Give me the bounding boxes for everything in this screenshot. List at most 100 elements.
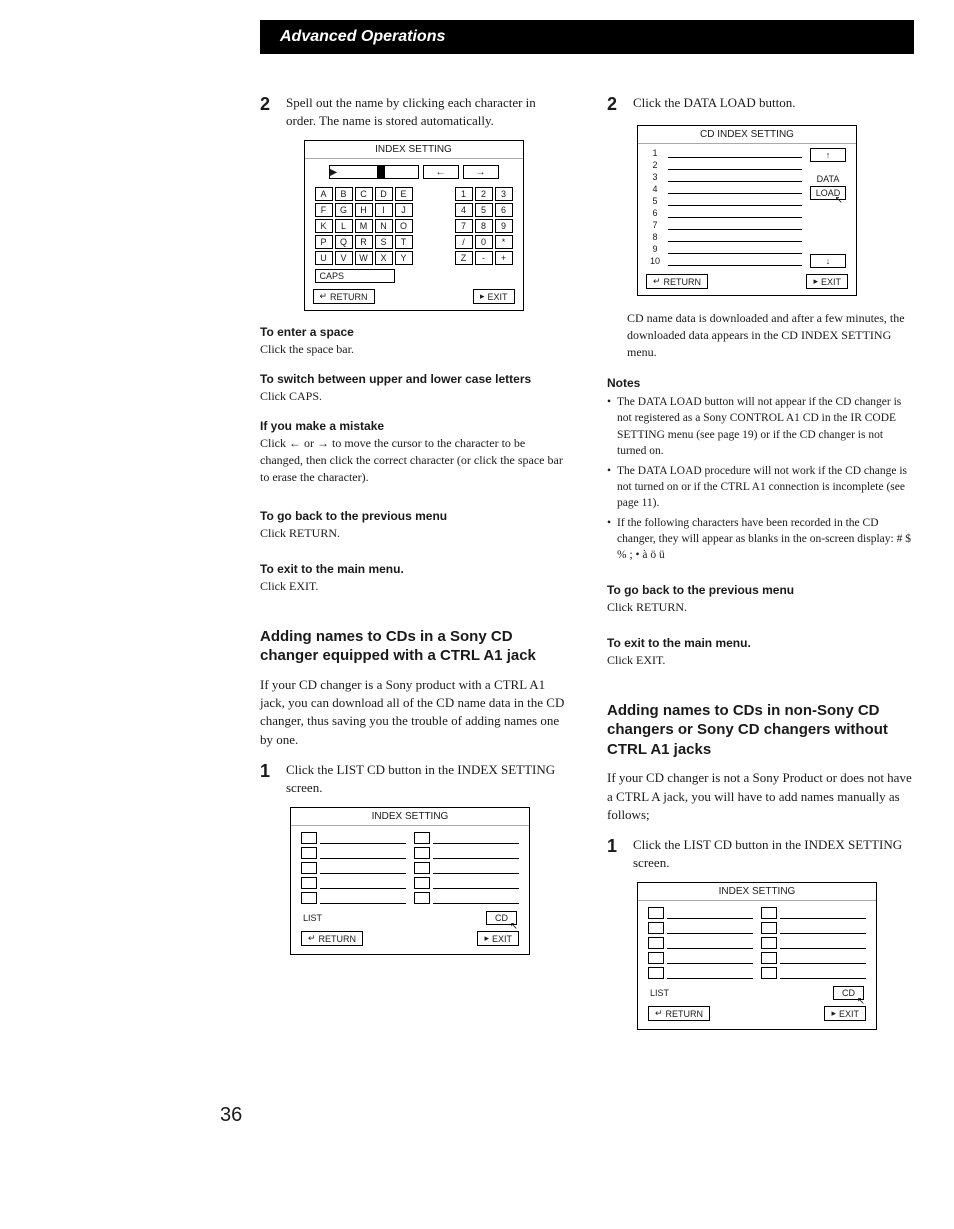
list-label: LIST bbox=[303, 913, 322, 923]
step-number: 1 bbox=[260, 761, 276, 797]
left-column: 2 Spell out the name by clicking each ch… bbox=[260, 94, 567, 1044]
sub-text: Click the space bar. bbox=[260, 341, 567, 358]
cd-index-row: 2 bbox=[646, 160, 802, 170]
key-q: Q bbox=[335, 235, 353, 249]
section-heading-sony-ctrl-a1: Adding names to CDs in a Sony CD changer… bbox=[260, 627, 567, 666]
key-1: 1 bbox=[455, 187, 473, 201]
list-label: LIST bbox=[650, 988, 669, 998]
data-label: DATA bbox=[817, 174, 840, 184]
key-7: 7 bbox=[455, 219, 473, 233]
keyboard-grid: ABCDE123FGHIJ456KLMNO789PQRST/0*UVWXYZ-+ bbox=[305, 185, 523, 267]
cd-index-row: 8 bbox=[646, 232, 802, 242]
diagram-title: INDEX SETTING bbox=[291, 808, 529, 826]
return-button: ↵RETURN bbox=[646, 274, 708, 289]
cd-index-row: 3 bbox=[646, 172, 802, 182]
step-text: Click the LIST CD button in the INDEX SE… bbox=[286, 761, 567, 797]
key-w: W bbox=[355, 251, 373, 265]
key-b: B bbox=[335, 187, 353, 201]
sub-heading: To enter a space bbox=[260, 325, 567, 339]
key-r: R bbox=[355, 235, 373, 249]
cursor-icon: ↖ bbox=[857, 996, 865, 1007]
load-button: LOAD↖ bbox=[810, 186, 846, 200]
cd-index-row: 4 bbox=[646, 184, 802, 194]
key-g: G bbox=[335, 203, 353, 217]
sub-text: Click ← or → to move the cursor to the c… bbox=[260, 435, 567, 485]
return-button: ↵RETURN bbox=[648, 1006, 710, 1021]
right-arrow-button: → bbox=[463, 165, 499, 179]
step-text: Click the LIST CD button in the INDEX SE… bbox=[633, 836, 914, 872]
right-step-2: 2 Click the DATA LOAD button. bbox=[607, 94, 914, 115]
left-arrow-button: ← bbox=[423, 165, 459, 179]
key-h: H bbox=[355, 203, 373, 217]
notes-heading: Notes bbox=[607, 376, 914, 390]
step-number: 1 bbox=[607, 836, 623, 872]
left-step-2: 2 Spell out the name by clicking each ch… bbox=[260, 94, 567, 130]
sub-heading: To exit to the main menu. bbox=[260, 562, 567, 576]
note-item: The DATA LOAD button will not appear if … bbox=[607, 394, 914, 458]
exit-button: ▸EXIT bbox=[824, 1006, 866, 1021]
key-y: Y bbox=[395, 251, 413, 265]
sub-text: Click RETURN. bbox=[260, 525, 567, 542]
key-3: 3 bbox=[495, 187, 513, 201]
key-k: K bbox=[315, 219, 333, 233]
key-9: 9 bbox=[495, 219, 513, 233]
key-t: T bbox=[395, 235, 413, 249]
note-item: If the following characters have been re… bbox=[607, 515, 914, 563]
key-p: P bbox=[315, 235, 333, 249]
sub-heading: To go back to the previous menu bbox=[607, 583, 914, 597]
sub-heading: To go back to the previous menu bbox=[260, 509, 567, 523]
key-+: + bbox=[495, 251, 513, 265]
caps-button: CAPS bbox=[315, 269, 395, 283]
key-c: C bbox=[355, 187, 373, 201]
step-number: 2 bbox=[260, 94, 276, 130]
cd-index-row: 7 bbox=[646, 220, 802, 230]
key-s: S bbox=[375, 235, 393, 249]
diagram-title: INDEX SETTING bbox=[638, 883, 876, 901]
step-text: Click the DATA LOAD button. bbox=[633, 94, 796, 115]
index-setting-keyboard-diagram: INDEX SETTING ▶ ← → ABCDE123FGHIJ456KLMN… bbox=[304, 140, 524, 311]
down-arrow-button: ↓ bbox=[810, 254, 846, 268]
section-heading-non-sony: Adding names to CDs in non-Sony CD chang… bbox=[607, 701, 914, 760]
key-u: U bbox=[315, 251, 333, 265]
cd-button: CD↖ bbox=[486, 911, 517, 925]
cursor-icon: ↖ bbox=[510, 921, 518, 932]
key-n: N bbox=[375, 219, 393, 233]
key-f: F bbox=[315, 203, 333, 217]
section-paragraph: If your CD changer is not a Sony Product… bbox=[607, 769, 914, 824]
key-/: / bbox=[455, 235, 473, 249]
sub-text: Click CAPS. bbox=[260, 388, 567, 405]
exit-button: ▸EXIT bbox=[806, 274, 848, 289]
sub-text: Click EXIT. bbox=[260, 578, 567, 595]
key-v: V bbox=[335, 251, 353, 265]
cd-download-note: CD name data is downloaded and after a f… bbox=[627, 310, 914, 360]
exit-button: ▸EXIT bbox=[477, 931, 519, 946]
key-d: D bbox=[375, 187, 393, 201]
two-column-layout: 2 Spell out the name by clicking each ch… bbox=[260, 94, 914, 1044]
key-l: L bbox=[335, 219, 353, 233]
cd-button: CD↖ bbox=[833, 986, 864, 1000]
exit-button: ▸EXIT bbox=[473, 289, 515, 304]
text-input-box: ▶ bbox=[329, 165, 419, 179]
key-5: 5 bbox=[475, 203, 493, 217]
key-6: 6 bbox=[495, 203, 513, 217]
sub-text: Click EXIT. bbox=[607, 652, 914, 669]
section-paragraph: If your CD changer is a Sony product wit… bbox=[260, 676, 567, 749]
diagram-title: CD INDEX SETTING bbox=[638, 126, 856, 144]
cd-index-row: 6 bbox=[646, 208, 802, 218]
key-m: M bbox=[355, 219, 373, 233]
index-setting-list-diagram: INDEX SETTING LIST bbox=[637, 882, 877, 1030]
return-button: ↵RETURN bbox=[301, 931, 363, 946]
page-number: 36 bbox=[220, 1104, 914, 1127]
return-button: ↵RETURN bbox=[313, 289, 375, 304]
step-number: 2 bbox=[607, 94, 623, 115]
index-setting-list-diagram: INDEX SETTING LIST bbox=[290, 807, 530, 955]
sub-heading: To exit to the main menu. bbox=[607, 636, 914, 650]
key-j: J bbox=[395, 203, 413, 217]
cd-index-row: 10 bbox=[646, 256, 802, 266]
key-i: I bbox=[375, 203, 393, 217]
key-0: 0 bbox=[475, 235, 493, 249]
key-*: * bbox=[495, 235, 513, 249]
right-column: 2 Click the DATA LOAD button. CD INDEX S… bbox=[607, 94, 914, 1044]
key-8: 8 bbox=[475, 219, 493, 233]
sub-heading: If you make a mistake bbox=[260, 419, 567, 433]
